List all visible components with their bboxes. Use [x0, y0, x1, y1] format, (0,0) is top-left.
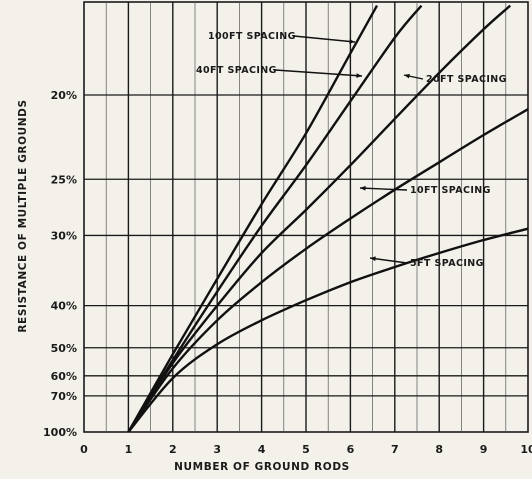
label-arrowhead [360, 185, 366, 191]
tick-labels: 0 1 2 3 4 5 6 7 8 9 10 100% 70% 60% 50% 40% 30% 25% 20% [43, 89, 532, 456]
x-tick-label: 3 [213, 443, 221, 456]
series-label: 40FT SPACING [196, 65, 277, 76]
x-tick-label: 4 [258, 443, 266, 456]
label-leader [275, 69, 363, 77]
y-tick-label: 20% [51, 89, 77, 102]
x-tick-label: 1 [125, 443, 133, 456]
label-leader [369, 257, 408, 264]
y-tick-label: 60% [51, 370, 77, 383]
series-line [127, 4, 423, 432]
series-line [127, 4, 512, 432]
x-tick-label: 8 [435, 443, 443, 456]
x-axis-title: NUMBER OF GROUND RODS [174, 461, 350, 473]
y-tick-label: 25% [51, 173, 77, 186]
series-labels: 100FT SPACING 40FT SPACING 20FT SPACING 10F… [196, 31, 507, 269]
y-tick-label: 40% [51, 300, 77, 313]
series-label: 10FT SPACING [410, 185, 491, 196]
label-arrowhead [356, 73, 362, 78]
y-axis-title: RESISTANCE OF MULTIPLE GROUNDS [17, 99, 29, 332]
series-group [127, 4, 528, 432]
label-leader [359, 187, 408, 191]
series-label: 100FT SPACING [208, 31, 296, 42]
x-tick-label: 5 [302, 443, 310, 456]
grid [83, 1, 529, 433]
x-tick-label: 0 [80, 443, 88, 456]
label-arrowhead [370, 256, 376, 262]
x-tick-label: 9 [480, 443, 488, 456]
y-tick-label: 70% [51, 390, 77, 403]
label-leader [293, 35, 356, 43]
series-label: 5FT SPACING [410, 258, 484, 269]
y-tick-label: 100% [43, 426, 77, 439]
x-tick-label: 7 [391, 443, 399, 456]
series-line [127, 108, 528, 432]
series-line [127, 227, 528, 432]
y-tick-label: 30% [51, 229, 77, 242]
x-tick-label: 10 [520, 443, 532, 456]
series-label: 20FT SPACING [426, 74, 507, 85]
series-line [127, 5, 379, 432]
label-arrowhead [349, 39, 355, 44]
y-tick-label: 50% [51, 342, 77, 355]
label-arrowhead [404, 73, 410, 79]
x-tick-label: 2 [169, 443, 177, 456]
label-leaders [275, 35, 424, 264]
x-tick-label: 6 [347, 443, 355, 456]
